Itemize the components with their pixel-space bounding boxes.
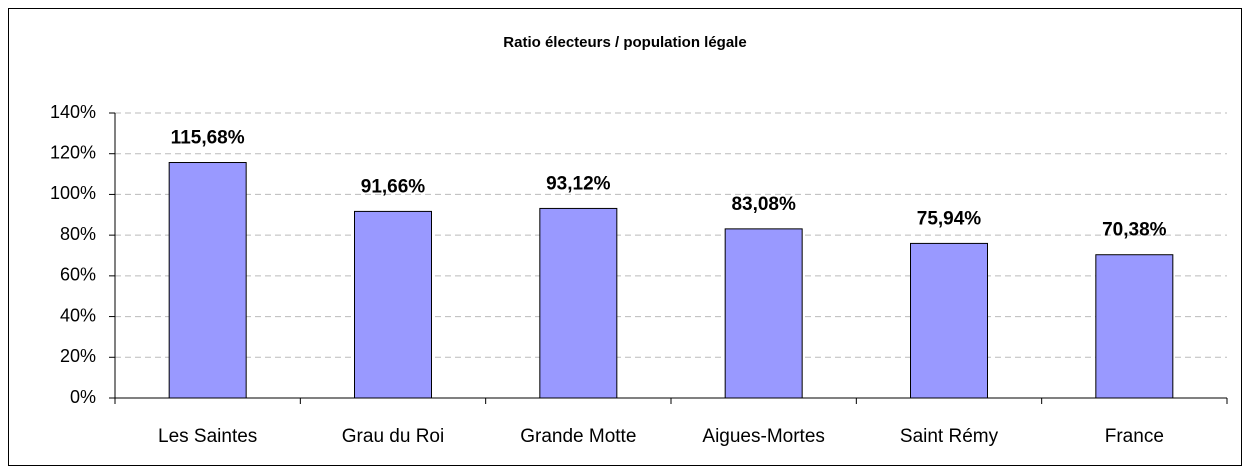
x-tick-label: Aigues-Mortes — [702, 426, 825, 447]
x-tick-label: Saint Rémy — [900, 426, 999, 447]
y-tick-label: 20% — [60, 346, 96, 366]
y-tick-label: 40% — [60, 305, 96, 325]
data-label: 75,94% — [917, 208, 982, 229]
data-label: 115,68% — [171, 128, 245, 149]
data-label: 91,66% — [361, 176, 426, 197]
bar — [1095, 254, 1174, 399]
data-label: 70,38% — [1102, 220, 1167, 241]
y-tick-label: 140% — [50, 102, 96, 122]
y-tick-label: 80% — [60, 224, 96, 244]
bar — [539, 207, 618, 399]
bar — [910, 242, 988, 399]
chart-title: Ratio électeurs / population légale — [503, 34, 746, 51]
y-tick-label: 120% — [50, 142, 96, 162]
bar — [168, 162, 247, 399]
x-tick-label: Les Saintes — [158, 426, 257, 447]
x-tick-label: France — [1105, 426, 1164, 447]
data-label: 93,12% — [546, 173, 611, 194]
y-tick-label: 60% — [60, 265, 96, 285]
bar — [724, 228, 803, 399]
x-tick-label: Grau du Roi — [342, 426, 444, 447]
y-tick-label: 100% — [50, 183, 96, 203]
x-tick-label: Grande Motte — [520, 426, 636, 447]
data-label: 83,08% — [731, 194, 796, 215]
bar — [354, 210, 432, 399]
y-tick-label: 0% — [70, 387, 96, 407]
